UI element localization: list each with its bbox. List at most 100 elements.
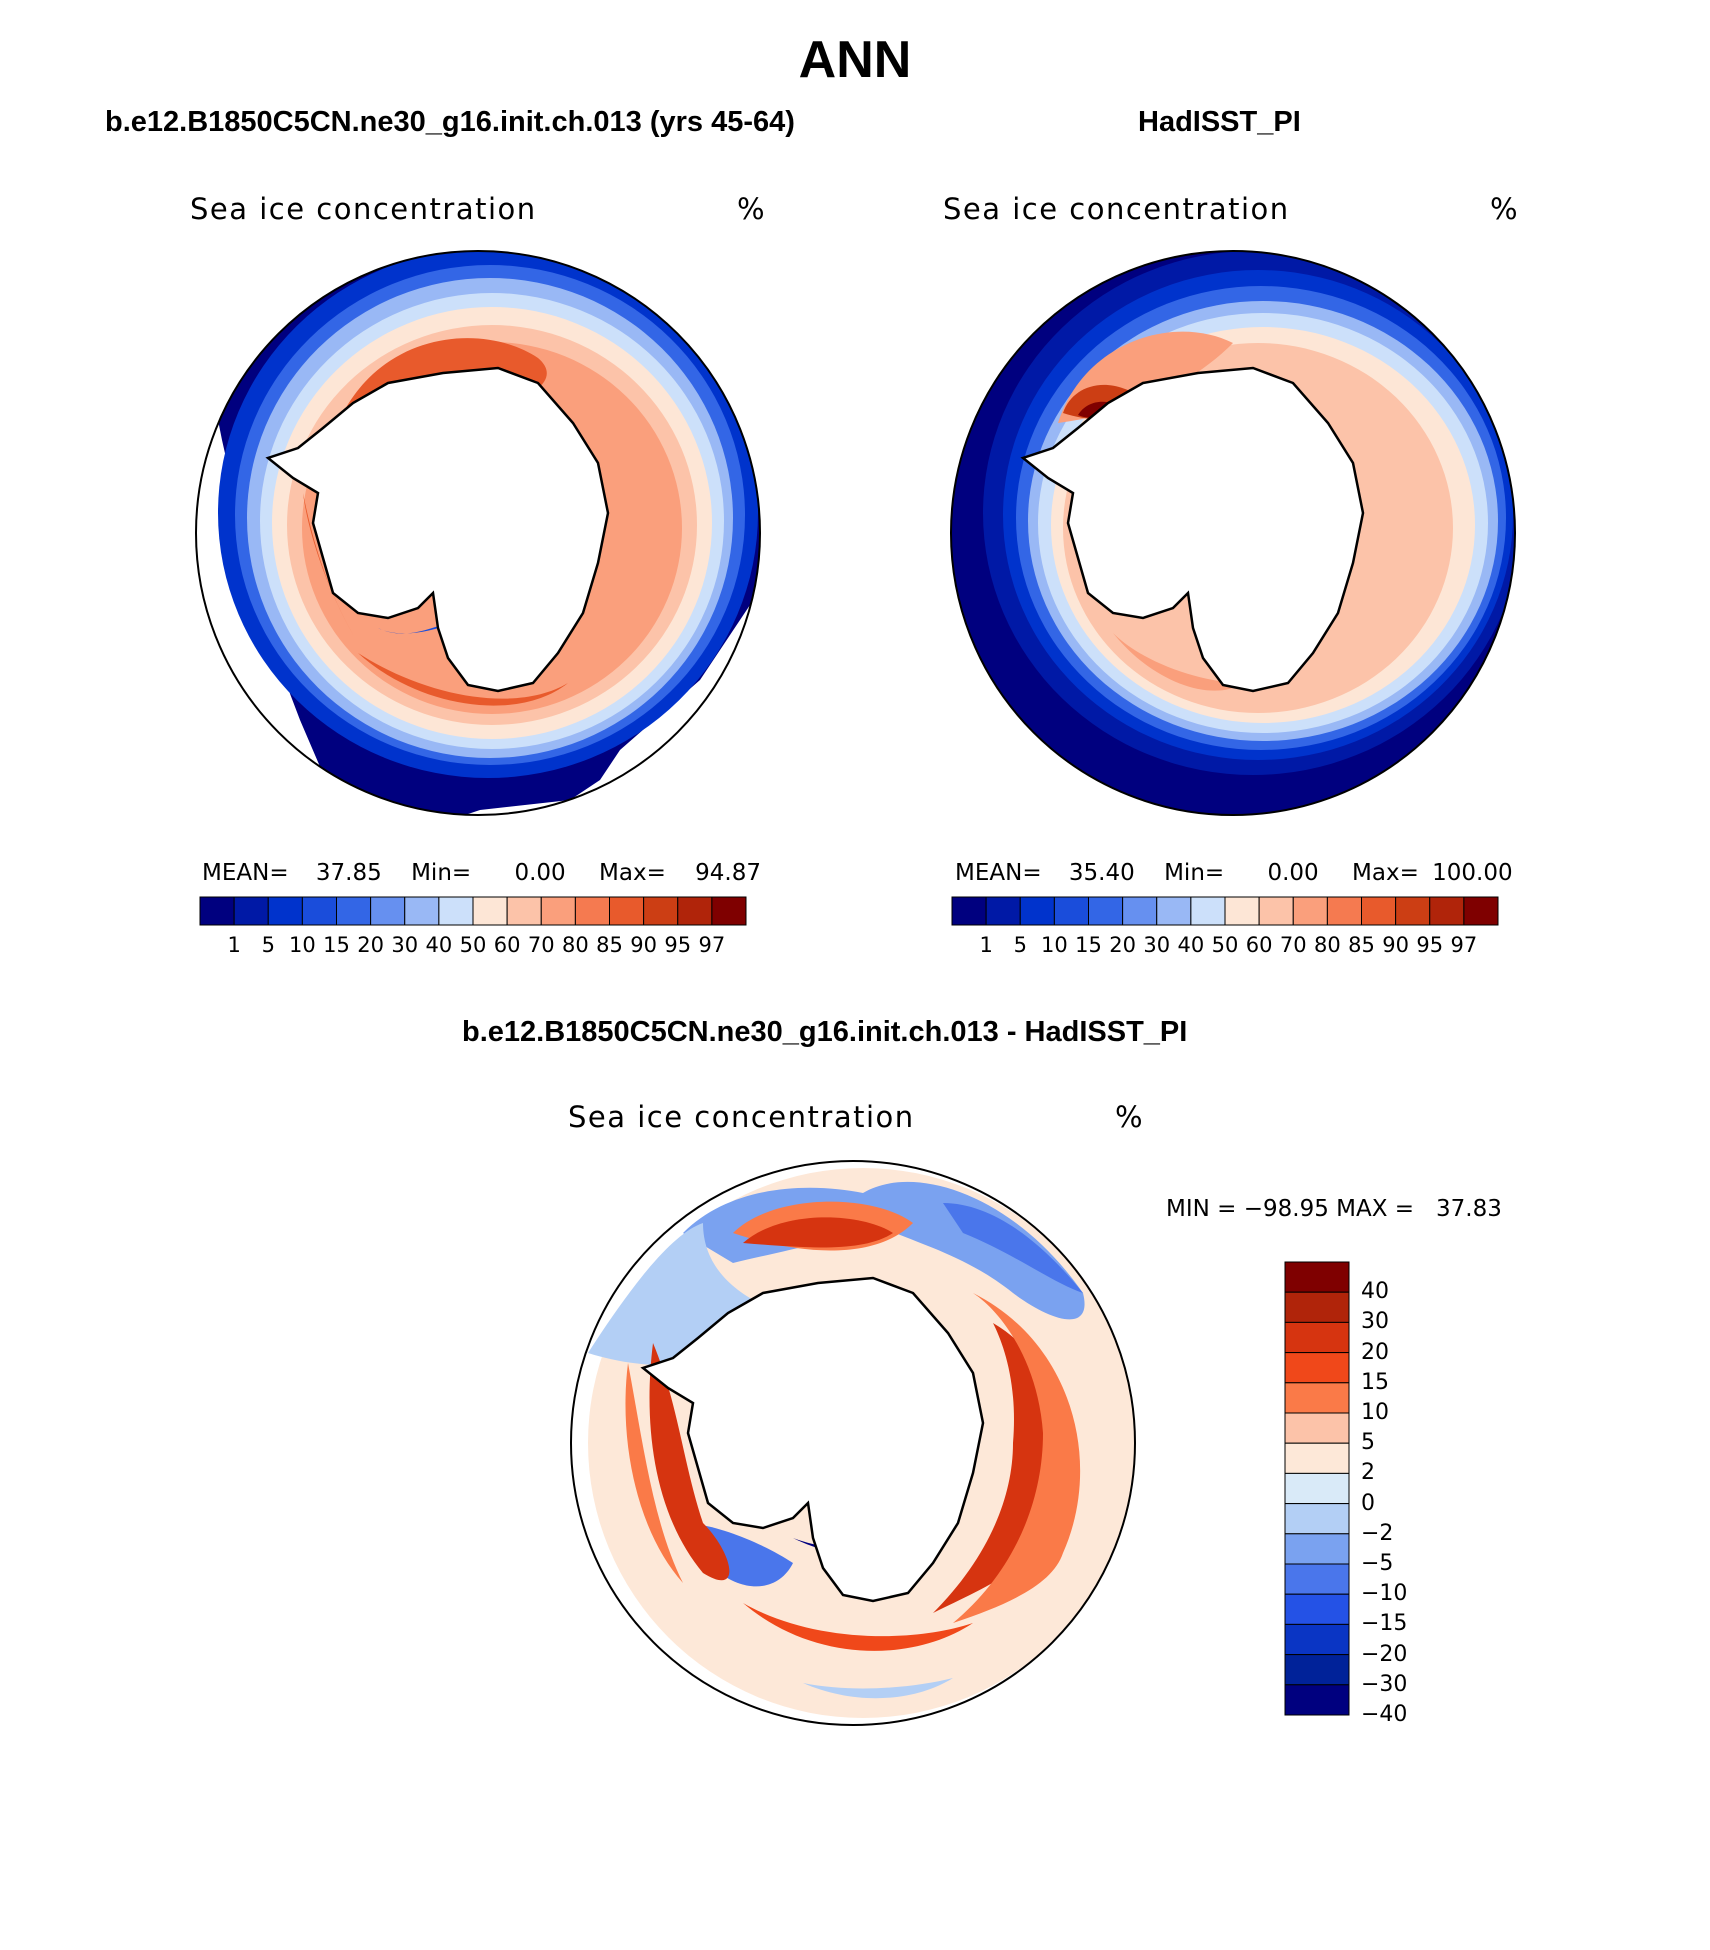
colorbar-box bbox=[1429, 896, 1465, 926]
max-label: Max= bbox=[1352, 860, 1419, 886]
colorbar-box bbox=[1284, 1472, 1350, 1505]
colorbar-box bbox=[506, 896, 542, 926]
mean-label: MEAN= bbox=[202, 860, 289, 886]
colorbar-tick-label: 1 bbox=[979, 933, 993, 957]
colorbar-box bbox=[1284, 1533, 1350, 1565]
colorbar-box bbox=[1156, 896, 1192, 926]
colorbar-box bbox=[609, 896, 645, 926]
colorbar-box bbox=[199, 896, 235, 926]
colorbar-tick-label: 20 bbox=[1109, 933, 1136, 957]
colorbar-box bbox=[1190, 896, 1226, 926]
colorbar-tick-label: 5 bbox=[1361, 1430, 1375, 1456]
colorbar-tick-label: 1 bbox=[227, 933, 241, 957]
field-name-diff: Sea ice concentration bbox=[568, 1100, 915, 1134]
colorbar-box bbox=[1258, 896, 1294, 926]
colorbar-tick-label: 60 bbox=[493, 933, 521, 957]
colorbar-tick-label: 80 bbox=[1314, 933, 1341, 957]
stats-model: MEAN= 37.85 Min= 0.00 Max= 94.87 bbox=[202, 860, 761, 886]
colorbar-box bbox=[951, 896, 987, 926]
colorbar-box bbox=[1284, 1442, 1350, 1474]
colorbar-box bbox=[233, 896, 269, 926]
colorbar-box bbox=[370, 896, 406, 926]
colorbar-tick-label: 20 bbox=[1361, 1339, 1389, 1365]
colorbar-box bbox=[1284, 1654, 1350, 1686]
colorbar-tick-label: 80 bbox=[562, 933, 589, 957]
colorbar-box bbox=[1053, 896, 1089, 926]
colorbar-tick-label: 60 bbox=[1245, 933, 1273, 957]
colorbar-box bbox=[1284, 1563, 1350, 1595]
colorbar-box bbox=[1088, 896, 1124, 926]
colorbar-box bbox=[1284, 1684, 1350, 1716]
min-value: 0.00 bbox=[1267, 860, 1319, 886]
colorbar-tick-label: 30 bbox=[1361, 1309, 1389, 1335]
colorbar-box bbox=[1284, 1321, 1350, 1354]
colorbar-tick-label: 40 bbox=[1177, 933, 1205, 957]
colorbar-tick-label: 85 bbox=[596, 933, 623, 957]
colorbar-model bbox=[199, 896, 747, 926]
stats-obs: MEAN= 35.40 Min= 0.00 Max= 100.00 bbox=[955, 860, 1513, 886]
colorbar-tick-label: 5 bbox=[1013, 933, 1027, 957]
colorbar-box bbox=[472, 896, 508, 926]
colorbar-tick-label: 30 bbox=[1143, 933, 1171, 957]
colorbar-tick-label: −2 bbox=[1361, 1520, 1394, 1546]
colorbar-tick-label: 50 bbox=[459, 933, 487, 957]
colorbar-box bbox=[404, 896, 440, 926]
colorbar-tick-label: −40 bbox=[1361, 1702, 1408, 1727]
units-model: % bbox=[737, 192, 767, 226]
max-label: Max= bbox=[599, 860, 666, 886]
colorbar-tick-label: 40 bbox=[1361, 1279, 1389, 1305]
colorbar-box bbox=[1122, 896, 1158, 926]
mean-label: MEAN= bbox=[955, 860, 1042, 886]
colorbar-tick-label: −15 bbox=[1361, 1611, 1408, 1637]
colorbar-tick-label: 70 bbox=[527, 933, 555, 957]
colorbar-tick-label: 40 bbox=[425, 933, 453, 957]
colorbar-box bbox=[540, 896, 576, 926]
colorbar-box bbox=[1284, 1593, 1350, 1625]
panel-title-model: b.e12.B1850C5CN.ne30_g16.init.ch.013 (yr… bbox=[105, 106, 795, 138]
colorbar-box bbox=[1224, 896, 1260, 926]
colorbar-tick-label: 70 bbox=[1279, 933, 1307, 957]
colorbar-tick-label: 2 bbox=[1361, 1460, 1375, 1486]
map-obs bbox=[950, 250, 1516, 816]
colorbar-tick-label: 90 bbox=[630, 933, 657, 957]
colorbar-box bbox=[711, 896, 747, 926]
colorbar-tick-label: 85 bbox=[1348, 933, 1375, 957]
colorbar-box bbox=[438, 896, 474, 926]
map-model bbox=[195, 250, 761, 816]
colorbar-tick-label: 15 bbox=[323, 933, 350, 957]
field-name-obs: Sea ice concentration bbox=[943, 192, 1290, 226]
colorbar-box bbox=[336, 896, 372, 926]
colorbar-box bbox=[1284, 1261, 1350, 1293]
colorbar-tick-label: 95 bbox=[1416, 933, 1444, 957]
colorbar-box bbox=[574, 896, 610, 926]
colorbar-box bbox=[1284, 1352, 1350, 1384]
min-label: Min= bbox=[411, 860, 472, 886]
colorbar-tick-label: 95 bbox=[664, 933, 692, 957]
colorbar-tick-label: −20 bbox=[1361, 1641, 1408, 1667]
colorbar-tick-label: 10 bbox=[1361, 1400, 1389, 1425]
colorbar-tick-label: −30 bbox=[1361, 1671, 1408, 1697]
min-value: 0.00 bbox=[514, 860, 566, 886]
map-difference bbox=[570, 1160, 1136, 1726]
colorbar-tick-label: 5 bbox=[261, 933, 275, 957]
colorbar-box bbox=[1284, 1412, 1350, 1444]
colorbar-box bbox=[1284, 1382, 1350, 1414]
colorbar-tick-label: 97 bbox=[698, 933, 726, 957]
units-obs: % bbox=[1490, 192, 1520, 226]
colorbar-box bbox=[1284, 1291, 1350, 1323]
colorbar-box bbox=[1395, 896, 1431, 926]
colorbar-box bbox=[985, 896, 1021, 926]
colorbar-box bbox=[1361, 896, 1397, 926]
colorbar-box bbox=[267, 896, 303, 926]
colorbar-tick-label: 30 bbox=[391, 933, 419, 957]
colorbar-box bbox=[1284, 1503, 1350, 1535]
units-diff: % bbox=[1115, 1100, 1145, 1134]
colorbar-box bbox=[1019, 896, 1055, 926]
max-value: 94.87 bbox=[695, 860, 762, 886]
field-name-model: Sea ice concentration bbox=[190, 192, 537, 226]
mean-value: 37.85 bbox=[315, 860, 382, 886]
max-value: 100.00 bbox=[1432, 860, 1513, 886]
colorbar-tick-label: 0 bbox=[1361, 1490, 1375, 1516]
page-title: ANN bbox=[798, 31, 912, 89]
